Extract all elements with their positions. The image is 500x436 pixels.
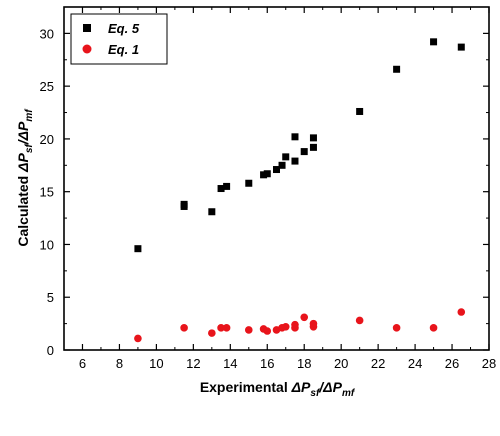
x-tick-label: 26 [445, 356, 459, 371]
y-tick-label: 10 [40, 237, 54, 252]
eq5-point [393, 65, 401, 73]
legend-marker-eq5 [83, 24, 91, 32]
eq5-point [134, 245, 142, 253]
eq5-point [309, 143, 317, 151]
plot-frame [63, 6, 490, 351]
eq5-point [291, 157, 299, 165]
x-axis-title: Experimental ΔPsf/ΔPmf [200, 379, 356, 399]
eq1-point [134, 334, 142, 343]
eq5-point [282, 153, 290, 161]
eq1-point [309, 319, 318, 328]
eq1-point [281, 322, 290, 331]
eq5-point [430, 38, 438, 46]
x-tick-label: 8 [116, 356, 123, 371]
x-tick-label: 24 [408, 356, 422, 371]
y-tick-label: 5 [47, 290, 54, 305]
x-tick-label: 10 [149, 356, 163, 371]
y-tick-label: 25 [40, 79, 54, 94]
legend-label-eq5: Eq. 5 [108, 21, 140, 36]
eq1-point [392, 324, 401, 332]
x-tick-label: 6 [79, 356, 86, 371]
eq1-point [355, 316, 364, 325]
legend-box [70, 13, 168, 65]
eq1-point [457, 308, 466, 316]
axis-ticks [63, 6, 490, 351]
eq5-point [356, 107, 364, 115]
y-axis-title: Calculated ΔPsf/ΔPmf [15, 108, 35, 247]
y-tick-label: 30 [40, 26, 54, 41]
plot-area: 6 8 10 12 14 16 18 20 22 24 26 28 0 5 10 15 20 25 30 [40, 6, 497, 371]
x-tick-label: 16 [260, 356, 274, 371]
y-tick-label: 15 [40, 185, 54, 200]
eq1-point [244, 326, 253, 334]
eq5-point [309, 134, 317, 142]
eq1-point [263, 327, 272, 335]
eq5-point [273, 166, 280, 174]
eq5-point [223, 182, 231, 190]
eq5-point [263, 170, 271, 178]
legend-marker-eq1 [82, 44, 92, 54]
y-tick-label: 20 [40, 132, 54, 147]
eq5-point [260, 171, 268, 179]
x-tick-label: 14 [223, 356, 237, 371]
legend: Eq. 5 Eq. 1 [70, 13, 168, 65]
x-tick-label: 12 [186, 356, 200, 371]
eq1-point [217, 324, 225, 332]
eq5-point [300, 148, 308, 156]
x-tick-label: 22 [371, 356, 385, 371]
x-tick-label: 20 [334, 356, 348, 371]
x-tick-label: 28 [482, 356, 496, 371]
eq5-point [208, 208, 216, 216]
eq1-point [291, 320, 299, 329]
data-points [134, 38, 466, 343]
x-tick-label: 18 [297, 356, 311, 371]
eq5-point [278, 161, 286, 169]
eq1-point [300, 313, 309, 322]
eq1-point [429, 324, 438, 332]
eq5-point [457, 43, 465, 51]
eq1-point [208, 329, 216, 337]
eq5-point [217, 185, 225, 193]
eq5-point [180, 200, 188, 208]
eq5-point [245, 179, 253, 187]
legend-label-eq1: Eq. 1 [108, 42, 139, 57]
y-tick-label: 0 [47, 343, 54, 358]
axis-tick-labels: 6 8 10 12 14 16 18 20 22 24 26 28 0 5 10 15 20 25 30 [40, 26, 497, 371]
eq5-point [291, 133, 299, 141]
eq1-point [222, 324, 231, 332]
eq1-point [180, 324, 188, 332]
